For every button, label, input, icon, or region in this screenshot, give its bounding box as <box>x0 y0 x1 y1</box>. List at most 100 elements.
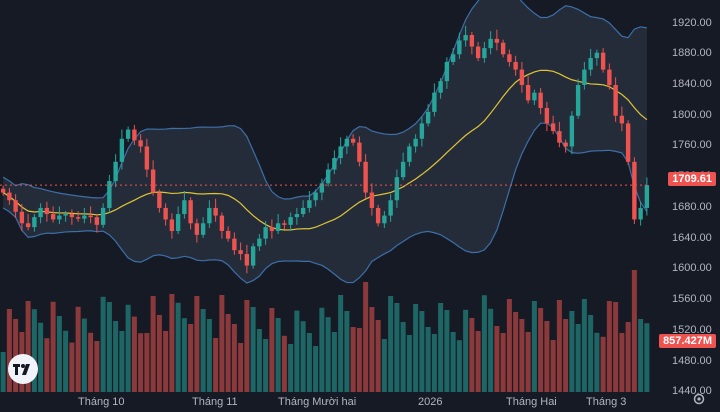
candle-body <box>288 217 293 225</box>
volume-bar <box>238 343 244 392</box>
volume-bar <box>81 318 87 392</box>
volume-bar <box>519 319 525 392</box>
candle-body <box>32 217 37 228</box>
volume-bar <box>531 301 537 392</box>
volume-bar <box>363 282 369 392</box>
volume-bar <box>463 309 469 392</box>
candle-body <box>300 207 306 215</box>
candle-body <box>444 61 450 82</box>
candle-body <box>382 215 387 224</box>
time-tick-label: Tháng 10 <box>78 396 125 408</box>
candle-body <box>600 52 606 70</box>
volume-bar <box>619 333 625 392</box>
price-tick-label: 1880.00 <box>672 47 712 60</box>
candle-body <box>544 108 550 124</box>
candle-body <box>150 169 156 193</box>
volume-bar <box>600 336 606 392</box>
volume-bar <box>263 339 269 392</box>
volume-bar <box>300 321 306 392</box>
volume-bar <box>125 304 131 392</box>
moving-average-line <box>2 69 648 231</box>
volume-bar <box>75 306 81 392</box>
candle-body <box>88 215 93 218</box>
volume-bar <box>319 307 325 392</box>
candle-body <box>232 238 237 251</box>
candle-body <box>619 115 625 124</box>
volume-bar <box>244 300 250 392</box>
volume-bar <box>213 338 219 392</box>
volume-bar <box>194 296 200 392</box>
gear-icon[interactable] <box>692 392 706 406</box>
candle-body <box>400 161 406 178</box>
candle-body <box>563 142 568 147</box>
candle-body <box>113 161 118 182</box>
candle-body <box>69 214 75 218</box>
volume-bar <box>94 341 100 392</box>
volume-bar <box>444 310 450 392</box>
candle-body <box>500 42 506 55</box>
volume-bar <box>625 322 631 392</box>
volume-bar <box>506 299 512 392</box>
candle-body <box>582 69 587 85</box>
candle-body <box>63 214 68 216</box>
candle-body <box>369 192 375 208</box>
volume-bar <box>306 333 312 392</box>
volume-bar <box>400 322 406 392</box>
candle-body <box>182 200 187 215</box>
candle-body <box>138 140 143 147</box>
volume-bar <box>369 307 375 392</box>
volume-bar <box>631 270 637 392</box>
candle-body <box>475 46 481 59</box>
candle-body <box>7 192 12 201</box>
volume-bar <box>375 320 381 392</box>
candle-body <box>157 192 162 208</box>
candle-body <box>0 188 6 193</box>
volume-bar <box>56 316 62 392</box>
volume-bar <box>381 339 387 392</box>
volume-bar <box>413 304 419 392</box>
candle-body <box>344 138 350 147</box>
volume-bar <box>575 324 581 392</box>
volume-bar <box>350 327 356 392</box>
candle-body <box>450 54 456 62</box>
volume-bar <box>469 318 475 392</box>
time-tick-label: Tháng Mười hai <box>278 396 357 408</box>
tradingview-logo-icon[interactable] <box>8 354 38 384</box>
volume-bar <box>256 329 262 392</box>
candle-body <box>119 138 125 162</box>
volume-bar <box>25 301 31 392</box>
price-tick-label: 1560.00 <box>672 293 712 306</box>
volume-bar <box>288 344 294 392</box>
candle-body <box>313 192 318 201</box>
candle-body <box>25 223 31 228</box>
volume-bar <box>250 307 256 392</box>
volume-bar <box>69 342 75 392</box>
volume-bar <box>513 312 519 392</box>
volume-bar <box>425 327 431 392</box>
candle-body <box>57 215 62 220</box>
price-tick-label: 1800.00 <box>672 108 712 121</box>
candle-body <box>413 138 418 147</box>
candle-body <box>169 219 175 231</box>
last-price-tag: 1709.61 <box>668 172 716 186</box>
volume-bar <box>6 309 12 392</box>
candle-body <box>532 92 537 101</box>
volume-bar <box>494 326 500 392</box>
candle-body <box>338 146 343 158</box>
candle-body <box>275 223 281 231</box>
candle-body <box>257 238 262 247</box>
volume-bar <box>581 299 587 392</box>
price-tick-label: 1760.00 <box>672 139 712 152</box>
volume-bar <box>394 303 400 392</box>
candle-body <box>163 207 168 220</box>
candle-body <box>44 207 50 215</box>
candle-body <box>432 92 437 112</box>
candle-body <box>519 69 525 85</box>
candle-body <box>557 131 562 143</box>
candle-body <box>638 207 643 220</box>
volume-bar <box>500 333 506 392</box>
candle-body <box>188 200 193 224</box>
candle-body <box>357 142 362 162</box>
